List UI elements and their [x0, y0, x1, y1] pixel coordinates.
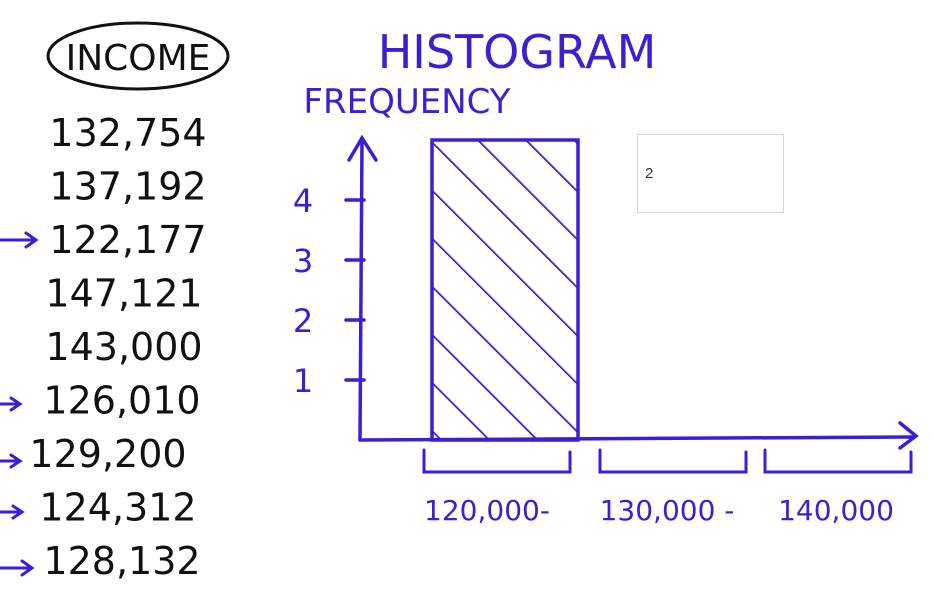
- bin-bracket: [422, 448, 572, 474]
- frequency-answer-input[interactable]: [637, 134, 784, 213]
- y-tick-label: 4: [293, 182, 313, 220]
- y-tick-label: 3: [293, 242, 313, 280]
- chart-title: HISTOGRAM: [378, 25, 657, 79]
- income-list: 132,754 137,192 122,177 147,121 143,000 126,0…: [29, 111, 206, 583]
- y-tick-label: 1: [293, 362, 313, 400]
- bin-bracket: [598, 448, 748, 474]
- income-value: 122,177: [49, 218, 206, 262]
- y-tick-label: 2: [293, 302, 313, 340]
- income-value: 143,000: [45, 325, 202, 369]
- bin-label: 120,000-: [424, 494, 550, 527]
- bin-label: 140,000: [778, 494, 894, 527]
- bars: [430, 138, 580, 442]
- income-value: 129,200: [29, 432, 186, 476]
- bin-label: 130,000 -: [600, 494, 735, 527]
- y-ticks: 1 2 3 4: [293, 182, 366, 400]
- income-value: 128,132: [43, 539, 200, 583]
- income-header: INCOME: [66, 38, 211, 79]
- bins: 120,000- 130,000 - 140,000: [422, 448, 913, 527]
- income-value: 132,754: [49, 111, 206, 155]
- y-axis: [358, 138, 364, 442]
- y-axis-arrowhead: [347, 134, 378, 162]
- bin-bracket: [763, 448, 913, 474]
- y-axis-label: FREQUENCY: [303, 82, 510, 122]
- marker-arrows: [0, 231, 39, 577]
- income-value: 124,312: [39, 486, 196, 530]
- income-value: 137,192: [49, 165, 206, 209]
- income-header-oval: [46, 21, 230, 91]
- income-value: 147,121: [45, 272, 202, 316]
- income-value: 126,010: [43, 379, 200, 423]
- x-axis-arrowhead: [898, 421, 919, 450]
- histogram-bar: [430, 138, 580, 442]
